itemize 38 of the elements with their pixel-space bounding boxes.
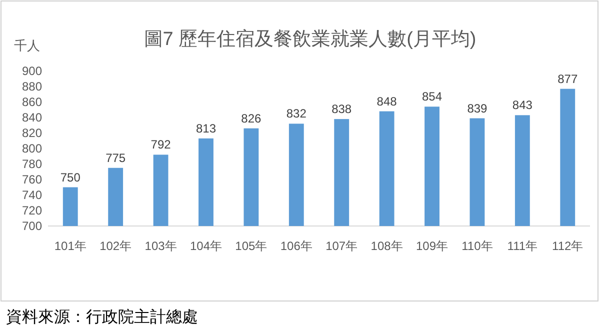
data-label: 775 (106, 150, 126, 165)
x-tick-label: 108年 (370, 239, 403, 253)
x-tick-label: 103年 (144, 239, 177, 253)
x-tick-label: 101年 (54, 239, 86, 253)
data-label: 750 (60, 170, 81, 184)
chart-title: 圖7 歷年住宿及餐飲業就業人數(月平均) (144, 28, 476, 50)
y-tick-label: 760 (22, 172, 42, 186)
y-tick-label: 900 (22, 64, 42, 78)
source-note: 資料來源：行政院主計總處 (6, 308, 198, 326)
y-tick-label: 780 (22, 157, 42, 171)
data-label: 839 (467, 101, 488, 116)
data-label: 838 (332, 102, 352, 116)
y-tick-label: 720 (22, 204, 42, 218)
x-tick-label: 105年 (235, 239, 268, 253)
x-tick-label: 110年 (462, 239, 493, 253)
y-tick-label: 800 (22, 142, 42, 156)
x-tick-label: 102年 (100, 239, 132, 253)
y-tick-label: 840 (22, 110, 42, 124)
x-tick-label: 111年 (507, 239, 538, 253)
y-tick-label: 860 (22, 95, 42, 109)
x-tick-label: 109年 (416, 239, 448, 253)
data-label: 848 (376, 94, 398, 108)
y-axis-title: 千人 (14, 38, 40, 53)
data-label: 843 (512, 98, 533, 112)
y-tick-label: 700 (22, 219, 42, 233)
data-label: 792 (150, 138, 172, 152)
data-label: 826 (241, 111, 262, 126)
data-label: 877 (558, 72, 578, 86)
y-tick-label: 820 (22, 126, 42, 140)
y-tick-label: 880 (22, 80, 42, 94)
x-tick-label: 112年 (552, 239, 584, 253)
x-tick-label: 107年 (326, 239, 358, 253)
x-tick-label: 106年 (280, 239, 312, 253)
data-label: 832 (286, 106, 307, 121)
data-label: 854 (422, 90, 442, 104)
data-label: 813 (196, 121, 216, 136)
y-tick-label: 740 (22, 188, 42, 202)
x-tick-label: 104年 (190, 239, 222, 253)
